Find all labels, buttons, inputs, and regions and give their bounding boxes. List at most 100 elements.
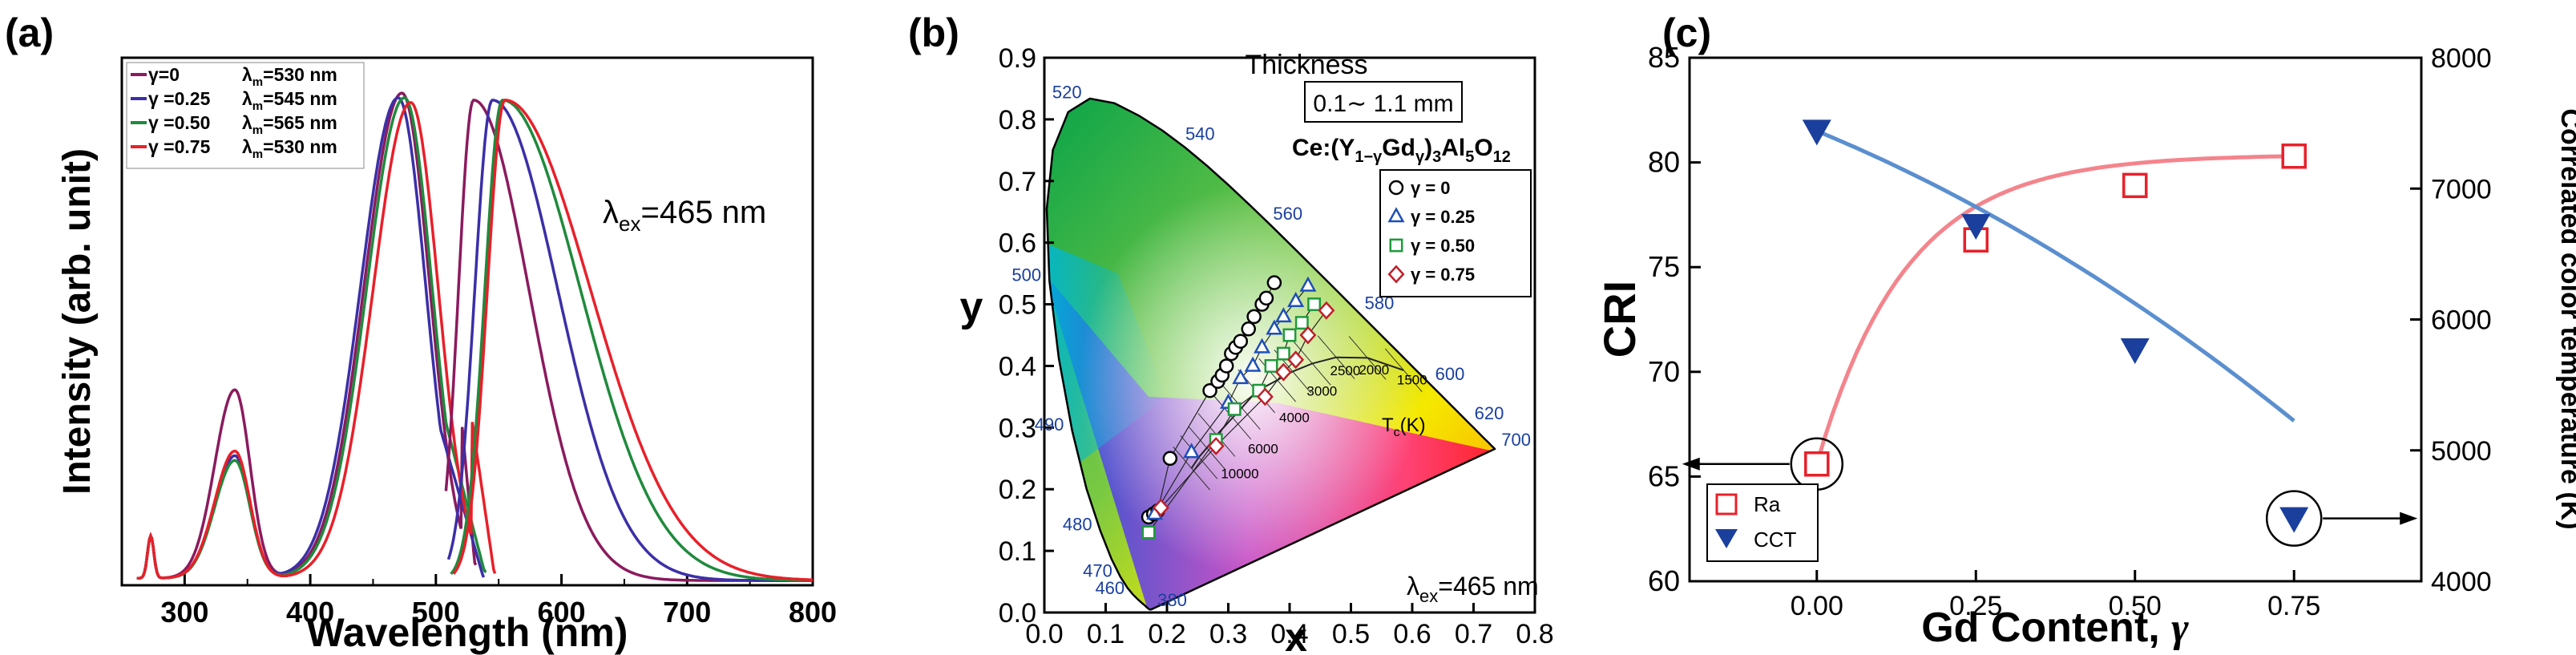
excitation-line <box>136 100 497 580</box>
data-point <box>1218 358 1234 374</box>
cct-label: 3000 <box>1306 383 1337 398</box>
isotherm-line <box>1188 426 1226 470</box>
wavelength-label: 560 <box>1273 204 1302 224</box>
data-point <box>1258 290 1274 306</box>
legend-label: γ =0.25 <box>148 88 211 109</box>
cct-label: 1500 <box>1397 373 1427 388</box>
legend-ra-marker <box>1715 493 1738 516</box>
wavelength-label: 540 <box>1185 123 1215 144</box>
panel-a-y-axis-label: Intensity (arb. unit) <box>56 148 99 495</box>
isotherm-line <box>1384 348 1423 393</box>
isotherm-line <box>1213 395 1252 440</box>
data-point <box>1287 350 1305 370</box>
cct-label: 10000 <box>1221 466 1258 481</box>
legend-label: γ = 0.50 <box>1411 236 1475 256</box>
y-tick-label: 60 <box>1648 564 1680 597</box>
data-point <box>1266 275 1282 290</box>
panel-c-y2-axis-label: Correlated color temperature (K) <box>2555 108 2576 529</box>
data-point <box>1202 382 1217 398</box>
legend-lambda-value: =545 nm <box>263 88 337 109</box>
legend-lambda: λ <box>242 136 252 157</box>
y-tick-label: 0.0 <box>999 598 1036 629</box>
cct-label: 2000 <box>1359 362 1389 378</box>
panel-a-x-ticks: 300 400 500 600 700 800 <box>160 574 837 629</box>
x-tick-label: 0.0 <box>1025 619 1063 649</box>
wavelength-label: 500 <box>1011 265 1041 285</box>
cct-point <box>2279 507 2309 533</box>
data-point <box>1254 338 1271 354</box>
panel-a-series <box>136 91 813 582</box>
wavelength-label: 600 <box>1435 364 1465 384</box>
data-point <box>1183 443 1201 459</box>
data-point <box>1282 328 1297 342</box>
cct-point <box>1961 213 1991 240</box>
isotherm-line <box>1317 335 1355 379</box>
isotherm-line <box>1222 386 1261 430</box>
data-point <box>1152 498 1169 517</box>
legend-peak: λm=565 nm <box>242 112 337 137</box>
panel-b-y-axis-label: y <box>960 284 983 330</box>
panel-b-legend: γ = 0 γ = 0.25 γ = 0.50 γ = 0.75 <box>1387 178 1475 285</box>
data-point <box>1141 525 1156 540</box>
ra-point <box>2122 172 2148 199</box>
cct-axis-arrow-head <box>2400 511 2418 525</box>
data-point <box>1256 387 1274 406</box>
data-point <box>1276 346 1290 361</box>
wavelength-label: 700 <box>1501 430 1531 450</box>
y-tick-label: 70 <box>1648 355 1680 388</box>
data-point <box>1227 402 1242 416</box>
wavelength-label: 620 <box>1475 403 1504 423</box>
panel-c-legend: Ra CCT <box>1715 492 1797 552</box>
panel-b-series <box>1141 275 1335 540</box>
legend-frame <box>126 62 365 169</box>
emission-line <box>446 99 813 582</box>
y-tick-label: 0.4 <box>999 351 1036 382</box>
data-point <box>1233 334 1249 349</box>
panel-a-frame <box>120 56 814 587</box>
legend-lambda-sub: m <box>252 148 263 161</box>
x-tick-label: 0.25 <box>1949 591 2002 621</box>
data-point <box>1244 356 1262 372</box>
panel-b-thickness-value: 0.1∼ 1.1 mm <box>1313 91 1453 117</box>
data-point <box>1294 316 1309 330</box>
cct-point <box>1802 119 1831 146</box>
panel-b-tc-label: Tc(K) <box>1382 414 1426 439</box>
data-point <box>1299 276 1317 292</box>
x-tick-label: 300 <box>160 596 208 629</box>
panel-a-excitation-annotation: λex=465 nm <box>603 195 766 236</box>
legend-lambda-sub: m <box>252 123 263 137</box>
y2-tick-label: 7000 <box>2431 174 2492 204</box>
wavelength-label: 470 <box>1083 560 1112 580</box>
y-tick-label: 75 <box>1648 250 1680 283</box>
isotherm-line <box>1348 336 1387 380</box>
ra-axis-arrow-head <box>1682 457 1700 471</box>
panel-c-axis-arrows <box>1682 437 2418 547</box>
y2-tick-label: 8000 <box>2431 43 2492 74</box>
panel-b-ticks: 0.0 0.1 0.2 0.3 0.4 0.5 0.6 0.7 0.8 0.0 0.1 0.2 0.3 0… <box>999 43 1554 649</box>
panel-c-cri-cct: (c) 0.00 0.25 0.50 0.75 60 65 70 75 80 85 4000 5000… <box>1594 10 2576 651</box>
data-point <box>1232 369 1250 385</box>
panel-b-x-axis-label: x <box>1285 615 1307 655</box>
x-tick-label: 0.6 <box>1393 619 1431 649</box>
cct-fit-curve <box>1815 129 2295 423</box>
data-point <box>1307 297 1322 312</box>
data-point <box>1318 301 1335 320</box>
y-tick-label: 0.6 <box>999 228 1036 259</box>
y-tick-label: 0.2 <box>999 475 1036 505</box>
legend-marker <box>1387 265 1405 284</box>
panel-b-legend-box <box>1379 169 1532 297</box>
x-tick-label: 700 <box>663 596 711 629</box>
y-tick-label: 0.5 <box>999 290 1036 321</box>
panel-b-title: Thickness <box>1245 50 1367 80</box>
legend-lambda-sub: m <box>252 75 263 89</box>
legend-label: γ = 0.25 <box>1411 207 1475 227</box>
legend-marker <box>1387 207 1405 223</box>
ra-fit-curve <box>1815 154 2295 465</box>
x-tick-label: 0.50 <box>2109 591 2162 621</box>
legend-lambda: λ <box>242 112 252 133</box>
excitation-line <box>136 96 486 580</box>
x-tick-label: 0.2 <box>1148 619 1185 649</box>
